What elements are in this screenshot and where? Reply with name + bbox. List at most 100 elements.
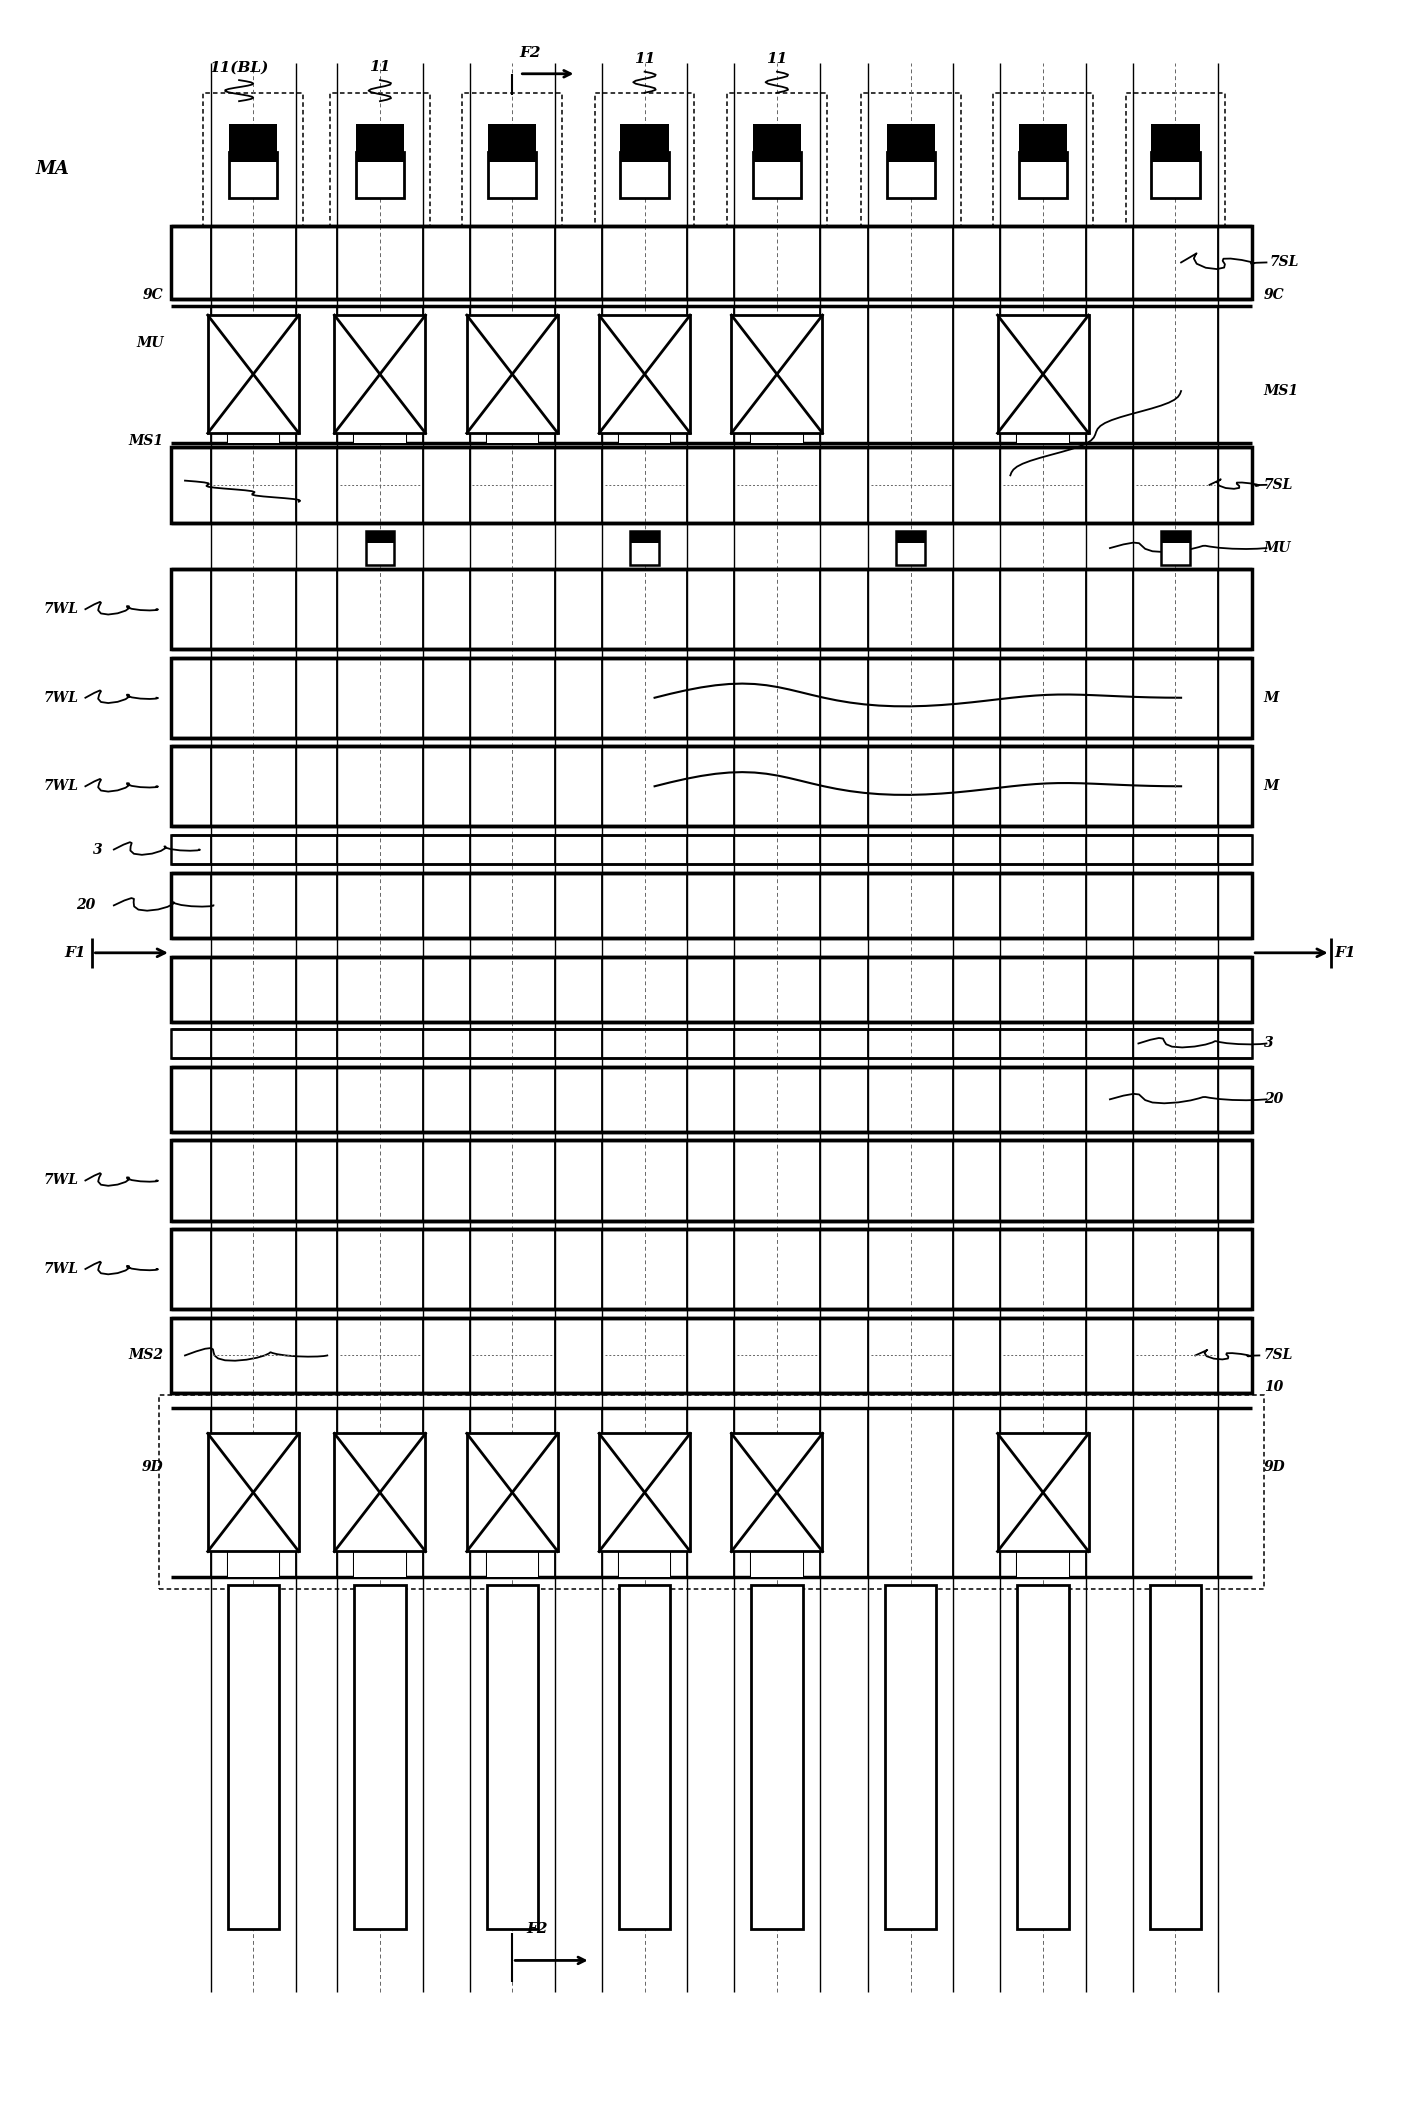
Bar bbox=[171, 569, 1252, 649]
Bar bbox=[467, 1433, 558, 1551]
Bar bbox=[1151, 124, 1200, 162]
Bar bbox=[1161, 531, 1190, 544]
Bar bbox=[993, 93, 1093, 236]
Bar bbox=[203, 93, 303, 236]
Text: 7WL: 7WL bbox=[43, 1263, 78, 1275]
Text: 7WL: 7WL bbox=[43, 691, 78, 704]
Text: 7SL: 7SL bbox=[1269, 255, 1299, 270]
Bar bbox=[487, 1585, 538, 1929]
Bar bbox=[620, 152, 669, 198]
Bar bbox=[887, 152, 935, 198]
Bar bbox=[619, 1551, 670, 1577]
Bar bbox=[228, 1551, 279, 1577]
Bar bbox=[487, 434, 538, 443]
Bar bbox=[354, 1551, 406, 1577]
Bar bbox=[998, 314, 1089, 434]
Bar bbox=[159, 1395, 1264, 1589]
Bar bbox=[208, 1433, 299, 1551]
Bar bbox=[334, 314, 425, 434]
Text: 7WL: 7WL bbox=[43, 603, 78, 616]
Bar bbox=[630, 531, 659, 565]
Bar bbox=[630, 531, 659, 544]
Bar bbox=[751, 1551, 803, 1577]
Bar bbox=[731, 1433, 822, 1551]
Bar bbox=[228, 1585, 279, 1929]
Bar bbox=[1161, 531, 1190, 565]
Text: 20: 20 bbox=[1264, 1092, 1284, 1107]
Bar bbox=[595, 93, 694, 236]
Bar bbox=[171, 957, 1252, 1022]
Text: 9C: 9C bbox=[1264, 289, 1284, 301]
Bar bbox=[887, 124, 935, 162]
Bar bbox=[599, 314, 690, 434]
Text: 7WL: 7WL bbox=[43, 780, 78, 793]
Bar bbox=[998, 1433, 1089, 1551]
Bar bbox=[354, 1551, 406, 1577]
Bar bbox=[488, 152, 536, 198]
Bar bbox=[619, 1585, 670, 1929]
Bar bbox=[487, 434, 538, 443]
Text: MS1: MS1 bbox=[1264, 384, 1299, 398]
Bar bbox=[171, 226, 1252, 299]
Bar bbox=[619, 434, 670, 443]
Bar bbox=[366, 531, 394, 565]
Bar bbox=[619, 1551, 670, 1577]
Text: F2: F2 bbox=[527, 1922, 548, 1935]
Bar bbox=[171, 1140, 1252, 1221]
Bar bbox=[228, 1551, 279, 1577]
Bar bbox=[488, 124, 536, 162]
Bar bbox=[354, 1585, 406, 1929]
Bar bbox=[1017, 1585, 1069, 1929]
Bar bbox=[1019, 152, 1067, 198]
Bar bbox=[330, 93, 430, 236]
Text: MU: MU bbox=[1264, 542, 1291, 554]
Bar bbox=[171, 835, 1252, 864]
Text: MA: MA bbox=[36, 160, 70, 177]
Bar bbox=[487, 1551, 538, 1577]
Bar bbox=[751, 1585, 803, 1929]
Bar bbox=[620, 124, 669, 162]
Text: 3: 3 bbox=[1264, 1037, 1274, 1050]
Text: MU: MU bbox=[137, 335, 164, 350]
Bar bbox=[753, 124, 801, 162]
Bar bbox=[171, 873, 1252, 938]
Text: 11: 11 bbox=[370, 61, 390, 74]
Bar bbox=[229, 152, 277, 198]
Bar bbox=[171, 447, 1252, 523]
Bar bbox=[1019, 124, 1067, 162]
Bar bbox=[896, 531, 925, 565]
Text: MS2: MS2 bbox=[128, 1349, 164, 1362]
Bar bbox=[885, 1585, 936, 1929]
Bar bbox=[1017, 1551, 1069, 1577]
Text: 20: 20 bbox=[75, 898, 95, 913]
Bar bbox=[356, 152, 404, 198]
Bar bbox=[1017, 434, 1069, 443]
Text: F2: F2 bbox=[519, 46, 541, 59]
Text: M: M bbox=[1264, 691, 1279, 704]
Bar bbox=[171, 746, 1252, 826]
Bar bbox=[487, 1551, 538, 1577]
Text: 7WL: 7WL bbox=[43, 1174, 78, 1187]
Bar bbox=[334, 1433, 425, 1551]
Bar bbox=[228, 434, 279, 443]
Bar bbox=[366, 531, 394, 544]
Text: 3: 3 bbox=[92, 843, 102, 856]
Bar bbox=[208, 314, 299, 434]
Bar bbox=[896, 531, 925, 544]
Bar bbox=[228, 434, 279, 443]
Bar bbox=[171, 1067, 1252, 1132]
Text: 9D: 9D bbox=[142, 1461, 164, 1473]
Bar bbox=[171, 1229, 1252, 1309]
Text: F1: F1 bbox=[1335, 946, 1356, 959]
Bar bbox=[171, 1318, 1252, 1393]
Text: 7SL: 7SL bbox=[1264, 479, 1294, 491]
Text: 9D: 9D bbox=[1264, 1461, 1285, 1473]
Text: M: M bbox=[1264, 780, 1279, 793]
Bar bbox=[1151, 152, 1200, 198]
Text: 7SL: 7SL bbox=[1264, 1349, 1294, 1362]
Bar bbox=[171, 658, 1252, 738]
Text: MS1: MS1 bbox=[128, 434, 164, 447]
Bar bbox=[467, 314, 558, 434]
Bar bbox=[1017, 1551, 1069, 1577]
Bar bbox=[751, 434, 803, 443]
